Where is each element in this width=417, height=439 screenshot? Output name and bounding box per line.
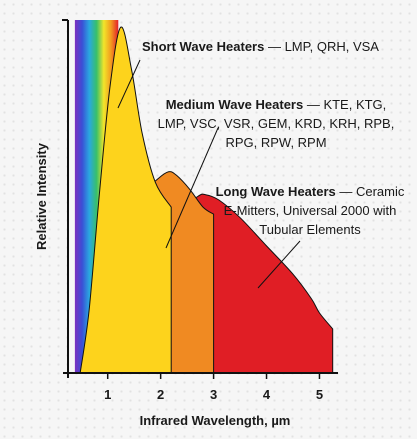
long-wave-annotation: Long Wave Heaters — Ceramic [216, 184, 405, 199]
medium-wave-annotation: Medium Wave Heaters — KTE, KTG, [166, 97, 387, 112]
series-layer [79, 26, 334, 374]
long-wave-line-2: E-Mitters, Universal 2000 with [224, 203, 397, 218]
x-tick-label: 3 [210, 387, 217, 402]
x-tick-label: 4 [263, 387, 271, 402]
y-axis-label: Relative Intensity [34, 142, 49, 250]
medium-wave-title: Medium Wave Heaters [166, 97, 304, 112]
medium-wave-models-1: — KTE, KTG, [303, 97, 386, 112]
long-wave-models-1: — Ceramic [336, 184, 405, 199]
medium-wave-line-3: RPG, RPW, RPM [225, 135, 326, 150]
x-ticks: 1 2 3 4 5 [104, 373, 323, 402]
x-tick-label: 1 [104, 387, 111, 402]
x-axis-label: Infrared Wavelength, µm [140, 413, 291, 428]
short-wave-title: Short Wave Heaters [142, 39, 264, 54]
x-tick-label: 2 [157, 387, 164, 402]
x-tick-label: 5 [316, 387, 323, 402]
medium-wave-leader [165, 127, 219, 249]
long-wave-leader [257, 240, 301, 289]
short-wave-curve [79, 26, 172, 374]
long-wave-line-3: Tubular Elements [259, 222, 361, 237]
long-wave-title: Long Wave Heaters [216, 184, 336, 199]
medium-wave-line-2: LMP, VSC, VSR, GEM, KRD, KRH, RPB, [158, 116, 395, 131]
short-wave-leader [117, 59, 141, 109]
short-wave-models: — LMP, QRH, VSA [264, 39, 379, 54]
short-wave-annotation: Short Wave Heaters — LMP, QRH, VSA [142, 39, 379, 54]
